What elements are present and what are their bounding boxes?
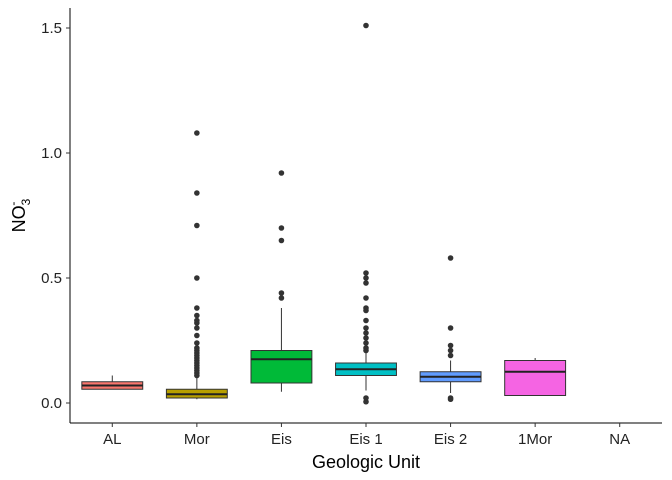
y-axis-title-base: NO	[9, 205, 29, 232]
box-1mor	[504, 358, 567, 396]
outlier-point	[194, 275, 200, 281]
box-iqr	[250, 350, 313, 384]
outlier-point	[447, 342, 454, 349]
outlier-point	[363, 335, 369, 341]
outlier-point	[447, 395, 454, 401]
outlier-point	[363, 22, 369, 29]
x-tick-label: NA	[609, 431, 630, 448]
plot-area	[81, 22, 567, 405]
x-axis-title: Geologic Unit	[312, 452, 420, 472]
outlier-point	[278, 237, 285, 244]
y-tick-label: 0.0	[41, 395, 62, 412]
y-tick-label: 1.0	[41, 145, 62, 162]
y-axis-title: NO3-	[6, 198, 33, 232]
outlier-point	[194, 190, 200, 196]
outlier-point	[447, 347, 454, 354]
box-iqr	[504, 360, 567, 396]
box-eis-2	[419, 255, 482, 403]
x-tick-label: Eis 1	[349, 431, 382, 448]
y-axis-title-superscript: -	[6, 202, 20, 206]
outlier-point	[194, 332, 200, 339]
box-al	[81, 375, 144, 390]
outlier-point	[278, 290, 285, 296]
box-mor	[165, 130, 228, 400]
outlier-point	[447, 325, 454, 331]
x-tick-label: Eis 2	[434, 431, 467, 448]
outlier-point	[194, 317, 200, 324]
outlier-point	[194, 222, 200, 229]
x-ticks: AL Mor Eis Eis 1 Eis 2 1Mor NA	[103, 423, 630, 448]
x-tick-label: AL	[103, 431, 121, 448]
outlier-point	[363, 270, 369, 276]
outlier-point	[278, 295, 285, 301]
outlier-point	[194, 345, 200, 351]
y-tick-label: 0.5	[41, 270, 62, 287]
outlier-point	[194, 312, 200, 319]
y-axis-title-subscript: 3	[19, 198, 33, 205]
outlier-point	[363, 325, 369, 331]
y-ticks: 0.0 0.5 1.0 1.5	[41, 20, 70, 412]
outlier-point	[363, 317, 369, 324]
outlier-point	[278, 225, 285, 231]
outlier-point	[447, 255, 454, 261]
x-tick-label: Eis	[271, 431, 292, 448]
outlier-point	[363, 395, 369, 401]
outlier-point	[363, 340, 369, 346]
box-eis	[250, 170, 313, 392]
outlier-point	[363, 295, 369, 301]
outlier-point	[194, 305, 200, 311]
outlier-point	[363, 345, 369, 351]
outlier-point	[278, 170, 285, 176]
y-tick-label: 1.5	[41, 20, 62, 37]
outlier-point	[194, 130, 200, 136]
x-tick-label: 1Mor	[518, 431, 552, 448]
outlier-point	[363, 330, 369, 336]
outlier-point	[363, 280, 369, 286]
outlier-point	[447, 352, 454, 359]
x-tick-label: Mor	[184, 431, 210, 448]
outlier-point	[194, 325, 200, 331]
box-eis-1	[335, 22, 397, 405]
outlier-point	[363, 305, 369, 311]
outlier-point	[194, 340, 200, 346]
outlier-point	[363, 275, 369, 281]
